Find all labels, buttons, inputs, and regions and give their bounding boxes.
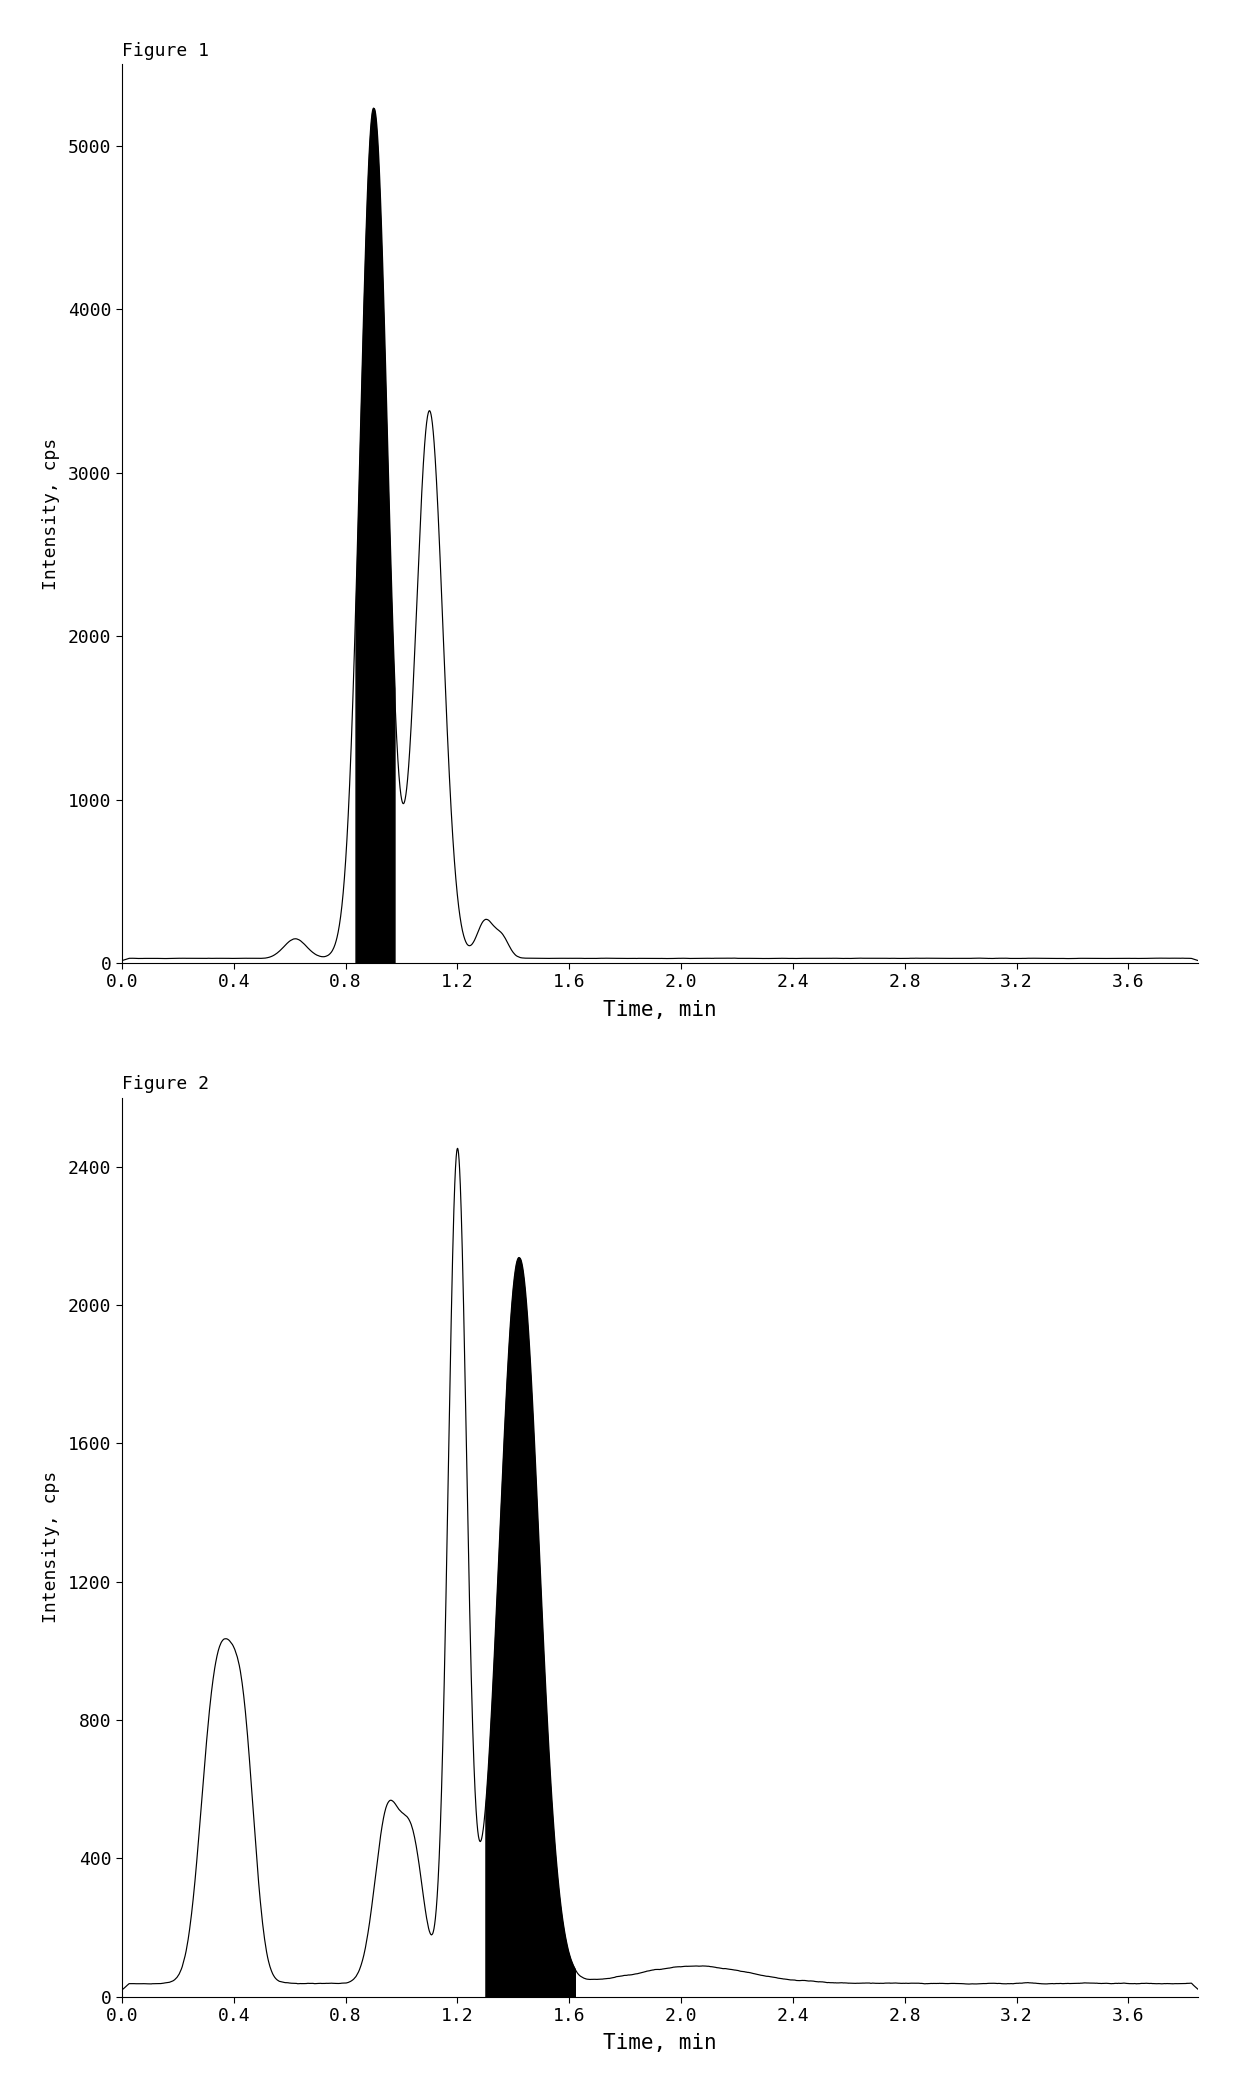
Text: Figure 2: Figure 2 bbox=[122, 1075, 208, 1094]
X-axis label: Time, min: Time, min bbox=[604, 999, 717, 1020]
X-axis label: Time, min: Time, min bbox=[604, 2034, 717, 2053]
Y-axis label: Intensity, cps: Intensity, cps bbox=[42, 438, 60, 589]
Text: Figure 1: Figure 1 bbox=[122, 42, 208, 59]
Y-axis label: Intensity, cps: Intensity, cps bbox=[42, 1471, 60, 1624]
